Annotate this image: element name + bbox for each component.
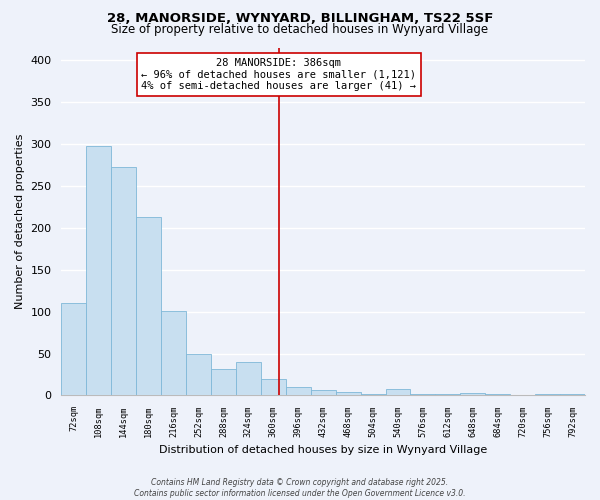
Bar	[460, 393, 485, 396]
Bar	[410, 394, 436, 396]
Bar	[111, 168, 136, 396]
Bar	[485, 394, 510, 396]
Bar	[386, 388, 410, 396]
Bar	[136, 217, 161, 396]
Bar	[186, 354, 211, 396]
Bar	[560, 394, 585, 396]
Bar	[436, 394, 460, 396]
Bar	[311, 390, 335, 396]
X-axis label: Distribution of detached houses by size in Wynyard Village: Distribution of detached houses by size …	[159, 445, 487, 455]
Bar	[510, 394, 535, 396]
Bar	[535, 394, 560, 396]
Bar	[236, 362, 261, 396]
Y-axis label: Number of detached properties: Number of detached properties	[15, 134, 25, 309]
Bar	[86, 146, 111, 396]
Bar	[335, 392, 361, 396]
Bar	[286, 387, 311, 396]
Bar	[261, 378, 286, 396]
Bar	[211, 368, 236, 396]
Text: Size of property relative to detached houses in Wynyard Village: Size of property relative to detached ho…	[112, 22, 488, 36]
Text: 28, MANORSIDE, WYNYARD, BILLINGHAM, TS22 5SF: 28, MANORSIDE, WYNYARD, BILLINGHAM, TS22…	[107, 12, 493, 26]
Bar	[161, 311, 186, 396]
Bar	[61, 303, 86, 396]
Bar	[361, 394, 386, 396]
Text: 28 MANORSIDE: 386sqm
← 96% of detached houses are smaller (1,121)
4% of semi-det: 28 MANORSIDE: 386sqm ← 96% of detached h…	[141, 58, 416, 91]
Text: Contains HM Land Registry data © Crown copyright and database right 2025.
Contai: Contains HM Land Registry data © Crown c…	[134, 478, 466, 498]
